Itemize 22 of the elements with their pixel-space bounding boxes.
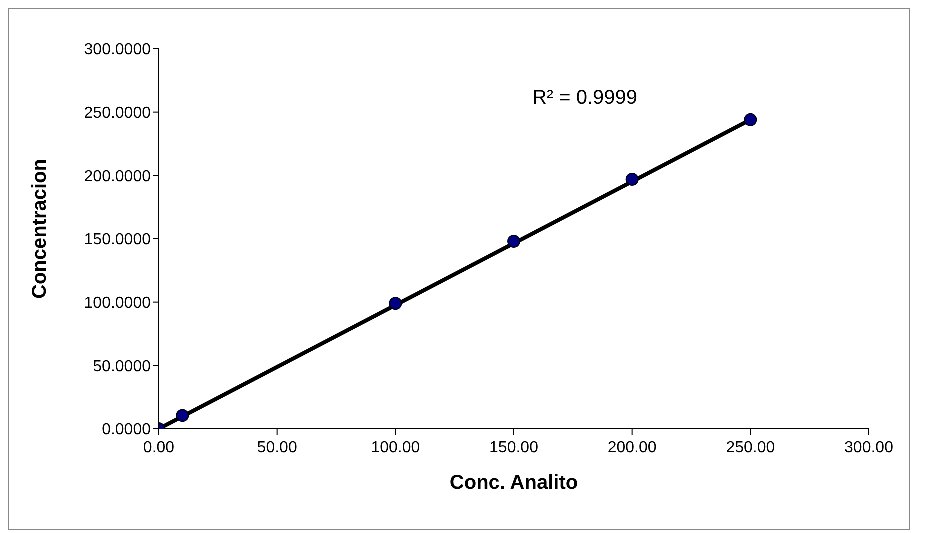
x-tick-label: 150.00: [490, 439, 539, 456]
annotation: R² = 0.9999: [532, 87, 638, 109]
y-tick-label: 50.0000: [93, 358, 152, 376]
y-tick-label: 100.0000: [84, 295, 152, 312]
x-tick-label: 100.00: [371, 439, 420, 456]
point: [744, 113, 758, 126]
y-tick-label: 0.0000: [102, 422, 152, 439]
x-tick-label: 250.00: [726, 439, 776, 456]
x-tick-label: 300.00: [844, 439, 894, 456]
y-tick-label: 150.0000: [84, 232, 152, 249]
x-tick-label: 0.00: [143, 439, 175, 456]
y-tick-label: 200.0000: [84, 168, 152, 186]
y-tick-label: 300.0000: [84, 42, 152, 59]
x-axis-title: Conc. Analito: [450, 472, 578, 494]
point: [389, 297, 402, 310]
y-axis-title: Concentracion: [29, 158, 52, 299]
x-tick-label: 50.00: [257, 439, 298, 456]
point: [626, 172, 639, 186]
point: [508, 235, 520, 248]
y-tick-label: 250.0000: [84, 105, 152, 122]
point: [176, 409, 190, 422]
x-tick-label: 200.00: [608, 439, 657, 456]
